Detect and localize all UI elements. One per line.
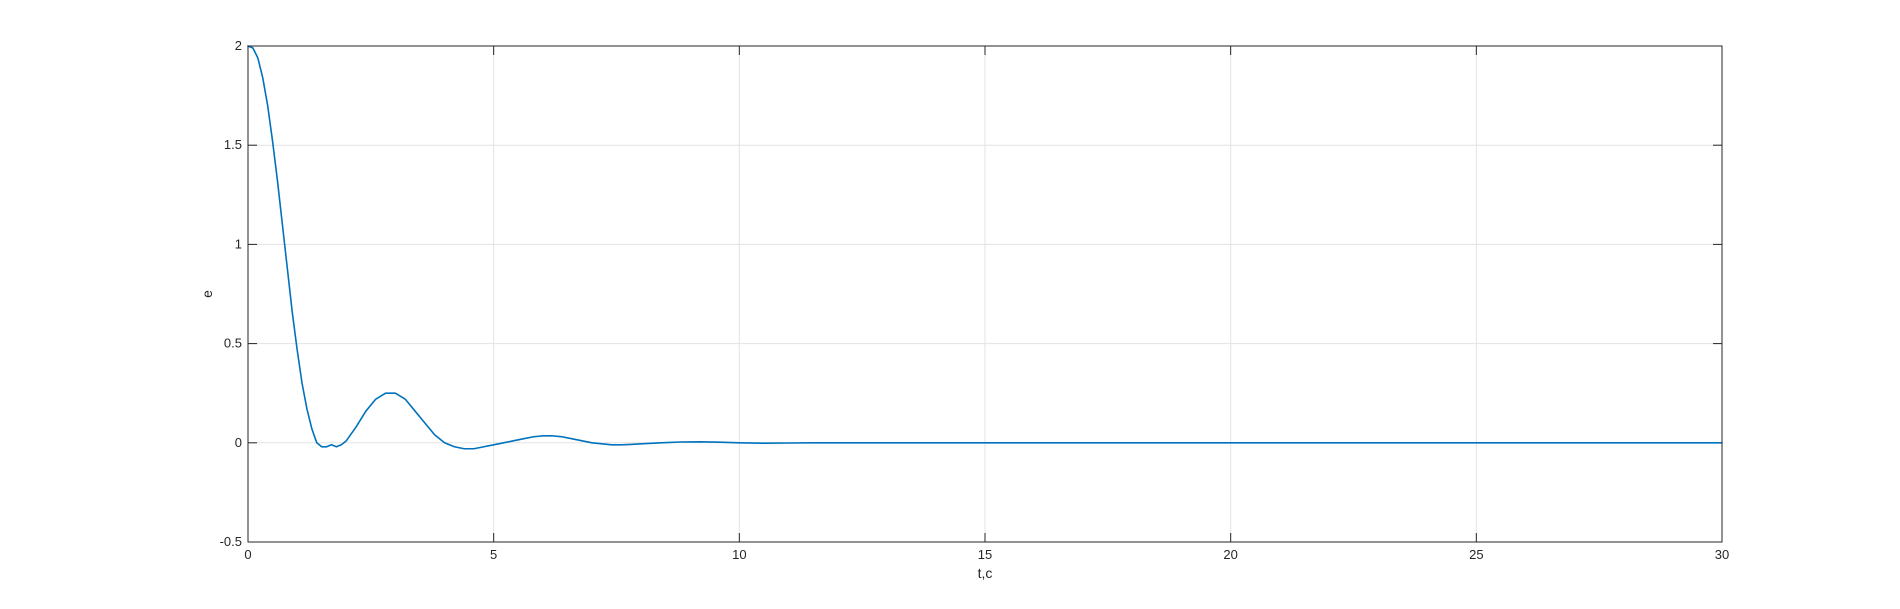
- x-tick-labels: 0 5 10 15 20 25 30: [244, 547, 1729, 562]
- y-tick-label: 0: [235, 435, 242, 450]
- x-axis-label: t,c: [978, 565, 993, 581]
- y-axis-label: e: [199, 290, 215, 298]
- y-tick-label: -0.5: [220, 534, 242, 549]
- y-tick-label: 2: [235, 38, 242, 53]
- x-tick-label: 20: [1223, 547, 1237, 562]
- y-tick-label: 0.5: [224, 336, 242, 351]
- x-tick-label: 25: [1469, 547, 1483, 562]
- y-tick-labels: -0.5 0 0.5 1 1.5 2: [220, 38, 242, 549]
- axes-box: [247, 45, 1723, 543]
- x-tick-label: 30: [1715, 547, 1729, 562]
- y-tick-label: 1.5: [224, 137, 242, 152]
- series-lines: [247, 45, 1723, 450]
- x-tick-label: 0: [244, 547, 251, 562]
- x-tick-label: 5: [490, 547, 497, 562]
- x-tick-label: 10: [732, 547, 746, 562]
- y-tick-label: 1: [235, 236, 242, 251]
- series-line-0: [247, 45, 1723, 450]
- x-tick-label: 15: [978, 547, 992, 562]
